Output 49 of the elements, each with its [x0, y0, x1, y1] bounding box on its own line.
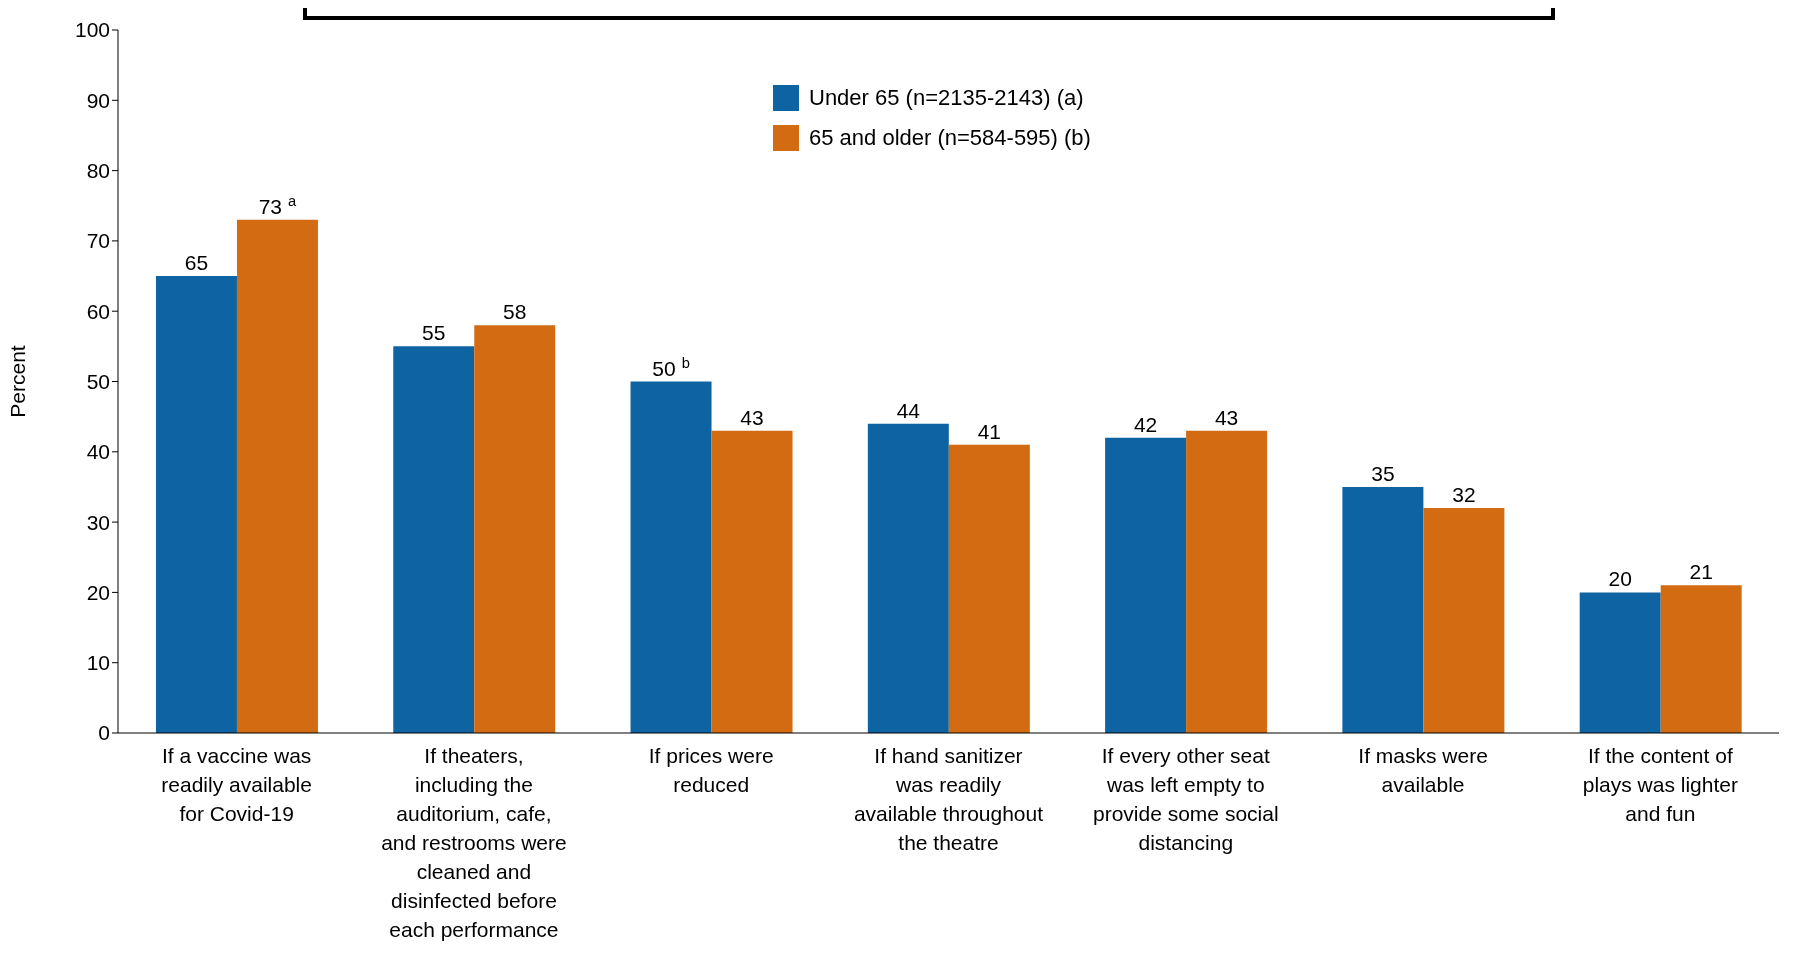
- bar: [1579, 592, 1661, 733]
- bar: [1342, 486, 1424, 733]
- data-label: 41: [977, 419, 1001, 443]
- bar: [948, 444, 1030, 733]
- bar: [711, 430, 793, 733]
- x-tick-label: If prices were reduced: [648, 744, 774, 796]
- data-label: 50$^{b}$: [652, 354, 690, 380]
- y-tick-label: 60: [86, 299, 110, 323]
- data-label: 42: [1133, 412, 1158, 436]
- data-label: 44: [896, 398, 921, 422]
- legend-label: Under 65 (n=2135-2143) (a): [809, 85, 1084, 111]
- y-tick-label: 80: [86, 159, 110, 183]
- data-label: 58: [503, 300, 527, 324]
- y-tick-label: 0: [98, 721, 110, 745]
- bar: [1423, 508, 1505, 733]
- bar: [236, 219, 318, 733]
- x-tick-label: If a vaccine was readily available for Covid-19: [161, 744, 312, 825]
- data-label: 43: [740, 405, 764, 429]
- data-label: 21: [1689, 560, 1713, 584]
- bar: [630, 381, 712, 733]
- legend-label: 65 and older (n=584-595) (b): [809, 125, 1091, 151]
- y-tick-label: 40: [86, 440, 110, 464]
- data-label: 55: [422, 321, 446, 345]
- y-tick-label: 10: [86, 651, 110, 675]
- data-label: 20: [1608, 567, 1632, 591]
- bar: [867, 423, 949, 733]
- y-tick-label: 50: [86, 369, 110, 393]
- data-label: 65: [184, 251, 209, 275]
- bar: [474, 325, 556, 733]
- data-label: 35: [1371, 461, 1395, 485]
- x-tick-label: If every other seat was left empty to provide some social distancing: [1092, 744, 1279, 854]
- y-tick-label: 90: [86, 88, 110, 112]
- y-tick-label: 100: [74, 18, 110, 42]
- data-label: 32: [1452, 483, 1476, 507]
- y-tick-label: 70: [86, 229, 110, 253]
- x-tick-label: If theaters, including the auditorium, cafe, and restrooms were cleaned and disinfected before each performance: [381, 744, 567, 941]
- bar: [1186, 430, 1268, 733]
- x-tick-label: If masks were available: [1358, 744, 1488, 796]
- bar: [1660, 585, 1742, 733]
- y-axis-title: Percent: [6, 345, 30, 418]
- y-tick-label: 20: [86, 580, 110, 604]
- x-tick-label: If hand sanitizer was readily available throughout the theatre: [853, 744, 1044, 854]
- y-tick-label: 30: [86, 510, 110, 534]
- data-label: 73$^{a}$: [258, 192, 298, 218]
- bar: [155, 276, 237, 733]
- bar: [1105, 437, 1187, 733]
- bar: [393, 346, 475, 733]
- x-tick-label: If the content of plays was lighter and fun: [1582, 744, 1738, 825]
- data-label: 43: [1214, 405, 1239, 429]
